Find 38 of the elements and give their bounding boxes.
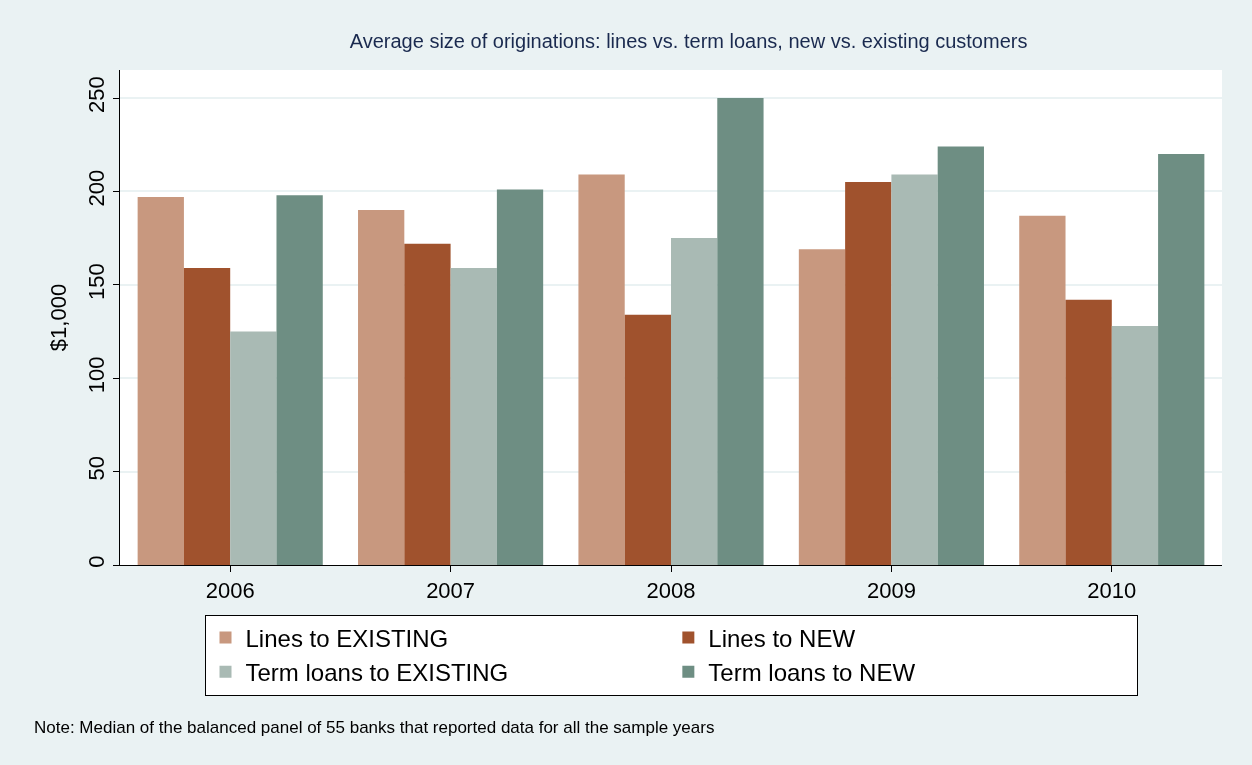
bar [1065, 299, 1112, 565]
legend-label: Lines to NEW [708, 624, 856, 652]
x-tick-label: 2007 [426, 578, 476, 604]
bar [1158, 154, 1205, 565]
bar [183, 268, 231, 565]
bar [578, 174, 625, 565]
bar [358, 210, 405, 565]
legend-label: Term loans to NEW [708, 659, 916, 687]
x-tick-label: 2006 [205, 578, 255, 604]
bar [891, 174, 938, 565]
bar [845, 182, 892, 565]
y-tick-label: 150 [84, 263, 110, 300]
bar [137, 197, 184, 565]
bar [1019, 215, 1066, 565]
legend-label: Lines to EXISTING [245, 624, 449, 652]
bar [937, 146, 984, 565]
y-tick-label: 200 [84, 169, 110, 207]
y-tick-label: 100 [84, 356, 110, 394]
y-tick-label: 50 [84, 456, 110, 481]
bar [496, 189, 544, 565]
x-tick-label: 2008 [646, 578, 696, 604]
y-tick-label: 0 [84, 555, 110, 568]
bar [717, 98, 764, 565]
bar [624, 314, 671, 565]
bar [671, 238, 718, 565]
bar [1111, 325, 1159, 565]
bar [230, 331, 277, 565]
bar [404, 243, 451, 565]
bar [450, 268, 497, 565]
bar [798, 249, 846, 565]
x-tick-label: 2010 [1087, 578, 1137, 604]
y-axis-title: $1,000 [46, 283, 71, 352]
y-tick-label: 250 [84, 76, 110, 114]
chart-title: Average size of originations: lines vs. term loans, new vs. existing customers [349, 30, 1028, 53]
bar [276, 195, 323, 565]
x-tick-label: 2009 [866, 578, 916, 604]
text: Note: Median of the balanced panel of 55 banks that reported data for all the sample years [34, 718, 715, 737]
legend-label: Term loans to EXISTING [245, 659, 509, 687]
